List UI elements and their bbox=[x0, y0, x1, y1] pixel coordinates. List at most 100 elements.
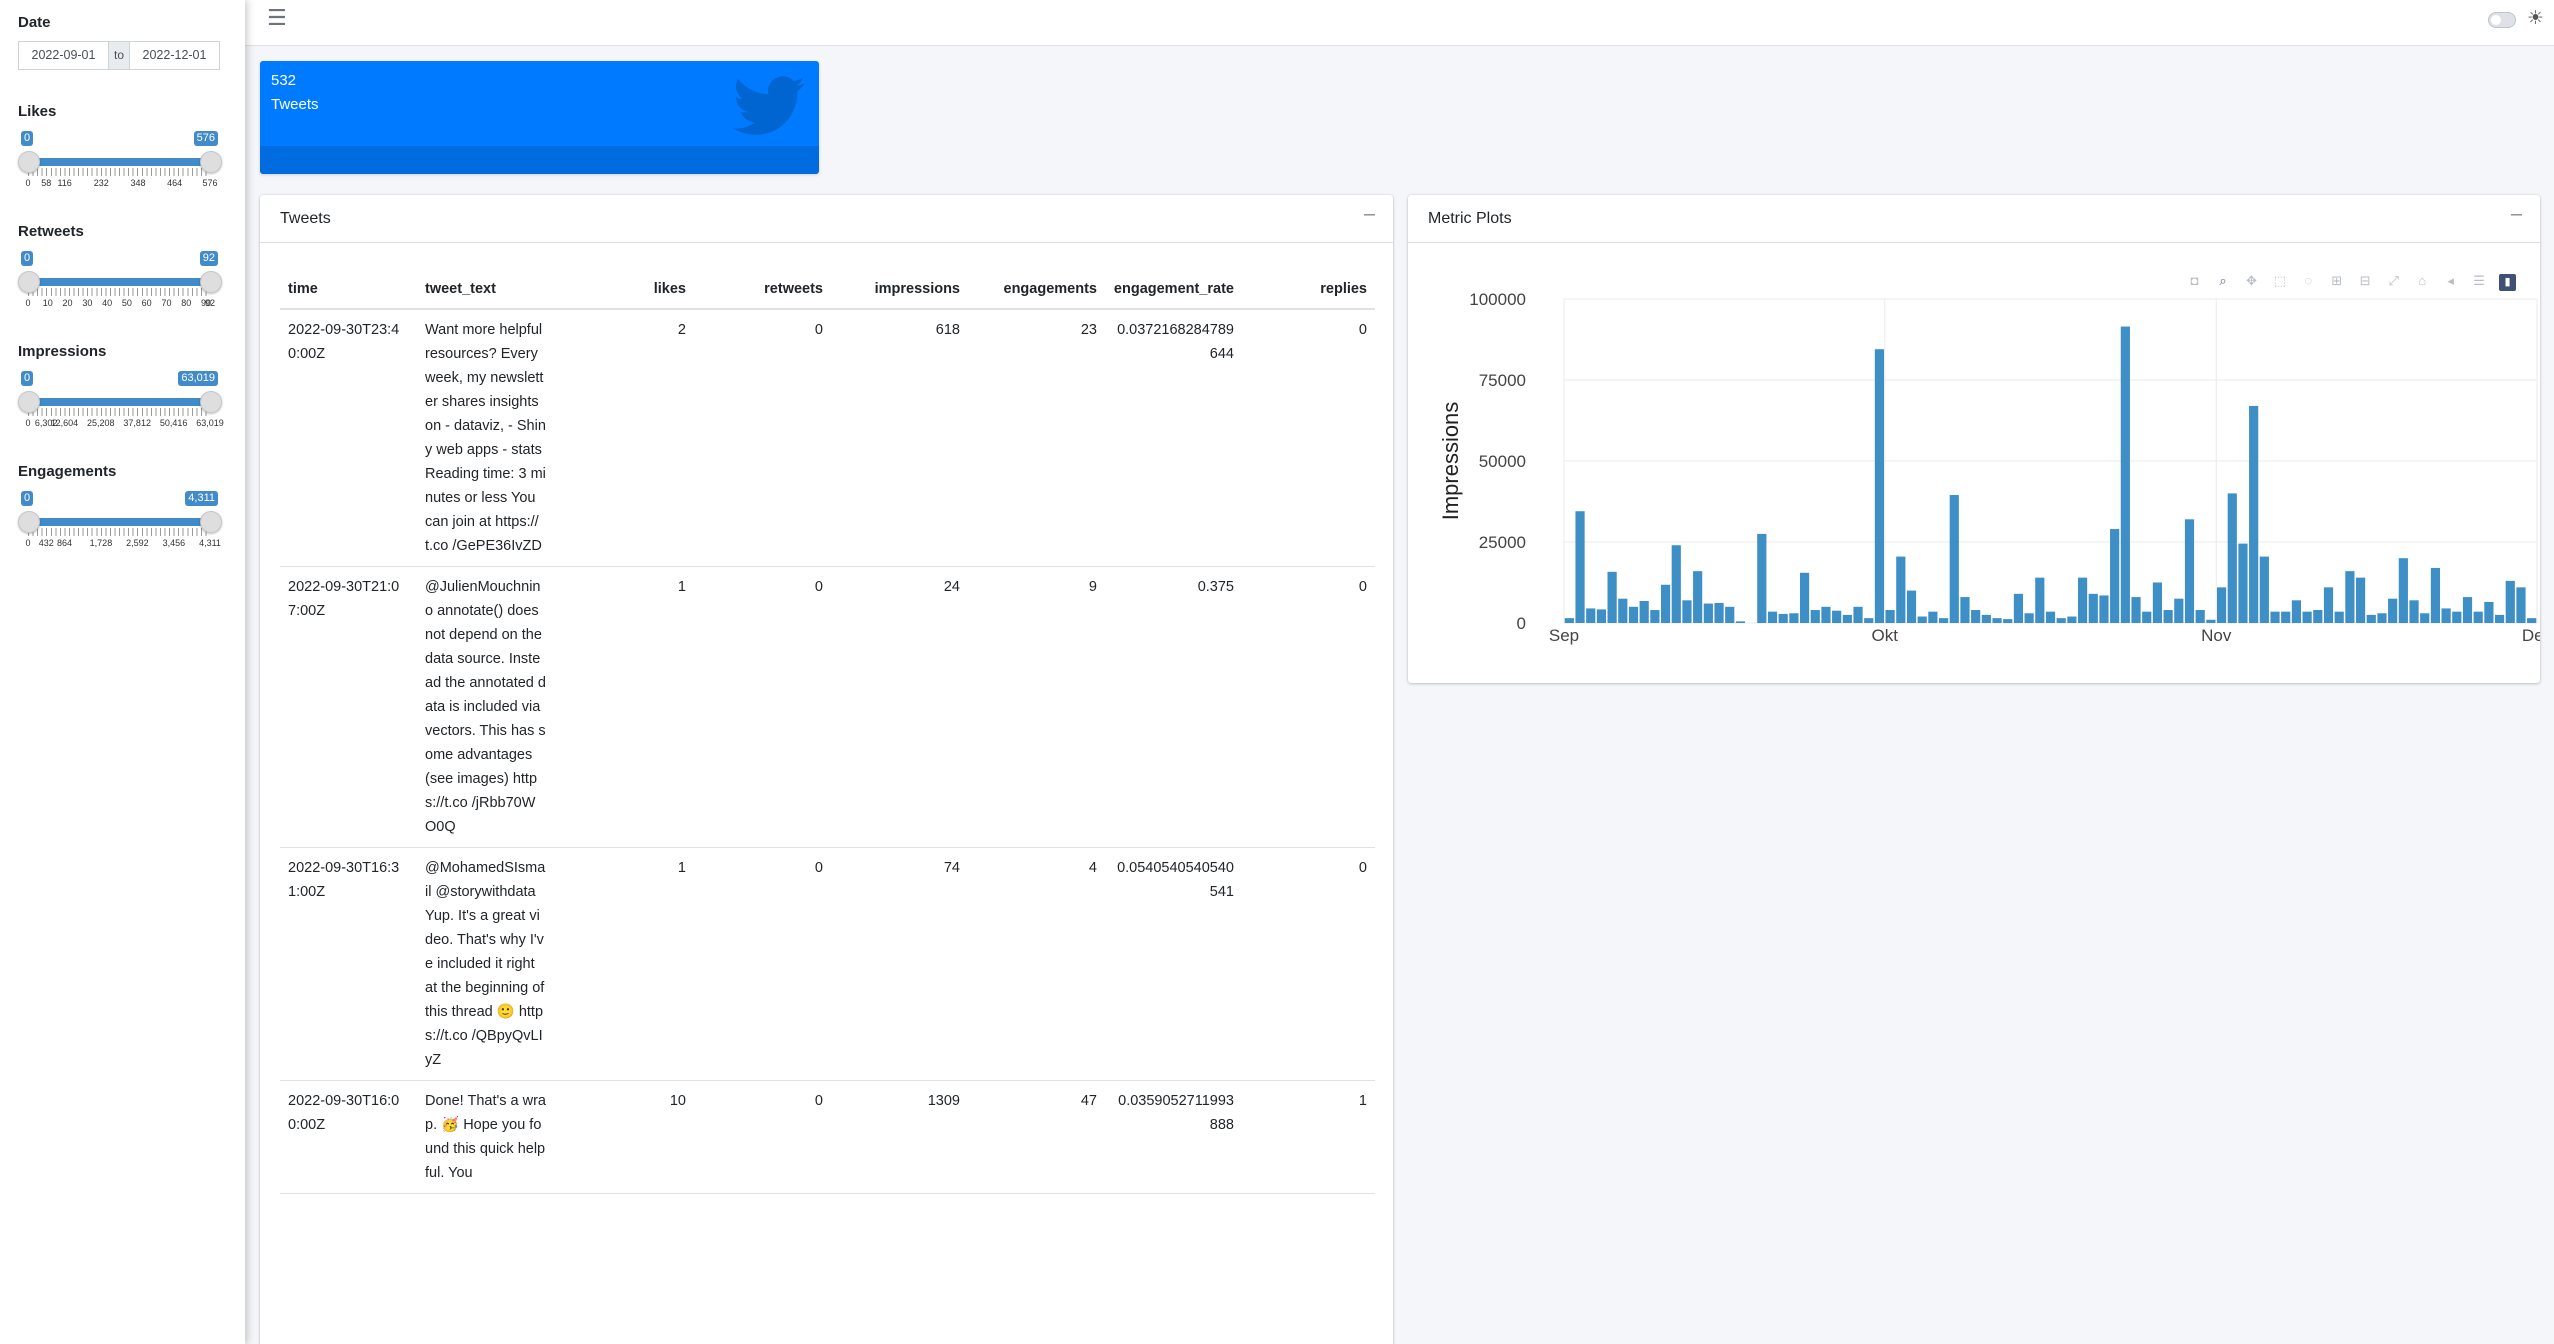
cell-replies: 0 bbox=[1242, 847, 1375, 1081]
slider-tick-label: 63,019 bbox=[196, 418, 224, 428]
engagements-label: Engagements bbox=[18, 463, 117, 480]
retweets-label: Retweets bbox=[18, 223, 84, 240]
bar bbox=[1671, 545, 1681, 623]
bar bbox=[2334, 611, 2344, 623]
date-end-input[interactable]: 2022-12-01 bbox=[129, 41, 220, 70]
bar bbox=[1821, 606, 1831, 623]
bar bbox=[1896, 556, 1906, 623]
slider-tick-label: 58 bbox=[41, 178, 52, 188]
slider-track bbox=[28, 278, 210, 286]
y-tick-label: 0 bbox=[1517, 614, 1526, 633]
slider-max-handle[interactable] bbox=[200, 511, 222, 533]
column-header[interactable]: tweet_text bbox=[417, 271, 554, 310]
camera-icon[interactable]: ◘ bbox=[2190, 273, 2199, 288]
card-title: Tweets bbox=[280, 210, 331, 227]
column-header[interactable]: engagements bbox=[968, 271, 1105, 310]
bar bbox=[1714, 602, 1724, 623]
slider-max-value: 576 bbox=[193, 131, 218, 146]
collapse-icon[interactable]: – bbox=[1363, 203, 1375, 225]
value-box-footer bbox=[260, 146, 819, 174]
collapse-icon[interactable]: – bbox=[2510, 203, 2522, 225]
bar bbox=[2035, 577, 2045, 623]
cell-engagements: 47 bbox=[968, 1080, 1105, 1194]
tweets-card: Tweets – time tweet_text likes retweets … bbox=[260, 195, 1393, 1344]
x-tick-label: Dez bbox=[2522, 626, 2540, 645]
autoscale-icon[interactable]: ⤢ bbox=[2388, 273, 2399, 288]
column-header[interactable]: replies bbox=[1242, 271, 1375, 310]
bar bbox=[1575, 511, 1585, 623]
column-header[interactable]: time bbox=[280, 271, 417, 310]
slider-max-handle[interactable] bbox=[200, 391, 222, 413]
column-header[interactable]: impressions bbox=[831, 271, 968, 310]
lasso-select-icon[interactable]: ◌ bbox=[2304, 273, 2313, 288]
retweets-slider[interactable]: 0 92 0 10 20 30 40 50 60 70 80 90 92 bbox=[18, 251, 222, 321]
y-tick-label: 50000 bbox=[1479, 452, 1526, 471]
bar bbox=[2195, 610, 2205, 623]
plotly-logo-icon[interactable]: ▮ bbox=[2499, 274, 2516, 291]
sun-gear-icon[interactable]: ☀ bbox=[2526, 8, 2544, 29]
slider-min-handle[interactable] bbox=[18, 391, 40, 413]
bar bbox=[2388, 598, 2398, 623]
engagements-slider[interactable]: 0 4,311 0 432 864 1,728 2,592 3,456 4,311 bbox=[18, 491, 222, 561]
impressions-bar-chart: 0 25000 50000 75000 100000 Sep Okt Nov Dez Impres… bbox=[1438, 290, 2540, 645]
bar bbox=[1928, 611, 1938, 623]
date-start-input[interactable]: 2022-09-01 bbox=[18, 41, 109, 70]
spike-lines-icon[interactable]: ◂ bbox=[2447, 273, 2454, 288]
box-select-icon[interactable]: ⬚ bbox=[2273, 273, 2287, 288]
bar bbox=[1992, 618, 2002, 623]
cell-engagements: 23 bbox=[968, 309, 1105, 567]
column-header[interactable]: engagement_rate bbox=[1105, 271, 1242, 310]
bar bbox=[2291, 600, 2302, 623]
dark-mode-toggle[interactable] bbox=[2488, 12, 2516, 28]
slider-tick-label: 348 bbox=[130, 178, 146, 188]
cell-replies: 1 bbox=[1242, 1080, 1375, 1194]
cell-impressions: 24 bbox=[831, 566, 968, 848]
likes-slider[interactable]: 0 576 0 58 116 232 348 464 576 bbox=[18, 131, 222, 201]
slider-tick-label: 432 bbox=[38, 538, 54, 548]
slider-tick-label: 2,592 bbox=[126, 538, 149, 548]
bar bbox=[1842, 614, 1852, 623]
bar bbox=[1586, 608, 1596, 623]
slider-tick-label: 70 bbox=[161, 298, 172, 308]
bar bbox=[2270, 611, 2280, 623]
bar bbox=[1693, 571, 1703, 623]
slider-min-value: 0 bbox=[21, 131, 34, 146]
zoom-in-icon[interactable]: ⊞ bbox=[2331, 273, 2343, 288]
compare-hover-icon[interactable]: ☰ bbox=[2473, 273, 2485, 288]
table-row[interactable]: 2022-09-30T21:07:00Z @JulienMouchnino ann… bbox=[280, 566, 1375, 848]
bar bbox=[1864, 618, 1874, 623]
bar bbox=[2516, 587, 2526, 623]
zoom-icon[interactable]: ⌕ bbox=[2219, 273, 2227, 288]
slider-ticks bbox=[28, 168, 210, 176]
hamburger-icon[interactable]: ☰ bbox=[267, 5, 287, 30]
slider-min-handle[interactable] bbox=[18, 511, 40, 533]
slider-min-handle[interactable] bbox=[18, 151, 40, 173]
bar bbox=[2377, 613, 2387, 623]
column-header[interactable]: retweets bbox=[694, 271, 831, 310]
bar bbox=[2398, 558, 2408, 623]
pan-icon[interactable]: ✥ bbox=[2245, 273, 2257, 288]
cell-time: 2022-09-30T21:07:00Z bbox=[280, 566, 417, 848]
impressions-slider[interactable]: 0 63,019 0 6,302 12,604 25,208 37,812 50,416 6… bbox=[18, 371, 224, 441]
table-row[interactable]: 2022-09-30T16:00:00Z Done! That's a wrap.… bbox=[280, 1080, 1375, 1194]
slider-tick-label: 12,604 bbox=[50, 418, 79, 428]
cell-engagement-rate: 0.0540540540540541 bbox=[1105, 847, 1242, 1081]
slider-tick-label: 50 bbox=[121, 298, 132, 308]
table-row[interactable]: 2022-09-30T16:31:00Z @MohamedSIsmail @sto… bbox=[280, 847, 1375, 1081]
table-row[interactable]: 2022-09-30T23:40:00Z Want more helpful re… bbox=[280, 309, 1375, 567]
bar bbox=[2249, 405, 2259, 623]
bar bbox=[1628, 606, 1639, 623]
zoom-out-icon[interactable]: ⊟ bbox=[2359, 273, 2371, 288]
slider-tick-label: 25,208 bbox=[87, 418, 115, 428]
column-header[interactable]: likes bbox=[554, 271, 694, 310]
bar bbox=[2142, 611, 2152, 623]
slider-min-handle[interactable] bbox=[18, 271, 40, 293]
slider-tick-label: 60 bbox=[141, 298, 152, 308]
bar bbox=[2003, 619, 2013, 623]
slider-max-handle[interactable] bbox=[200, 151, 222, 173]
slider-max-handle[interactable] bbox=[200, 271, 222, 293]
bar bbox=[2206, 619, 2216, 623]
bar bbox=[2494, 614, 2505, 623]
bar bbox=[2110, 529, 2120, 623]
reset-axes-icon[interactable]: ⌂ bbox=[2418, 273, 2427, 288]
